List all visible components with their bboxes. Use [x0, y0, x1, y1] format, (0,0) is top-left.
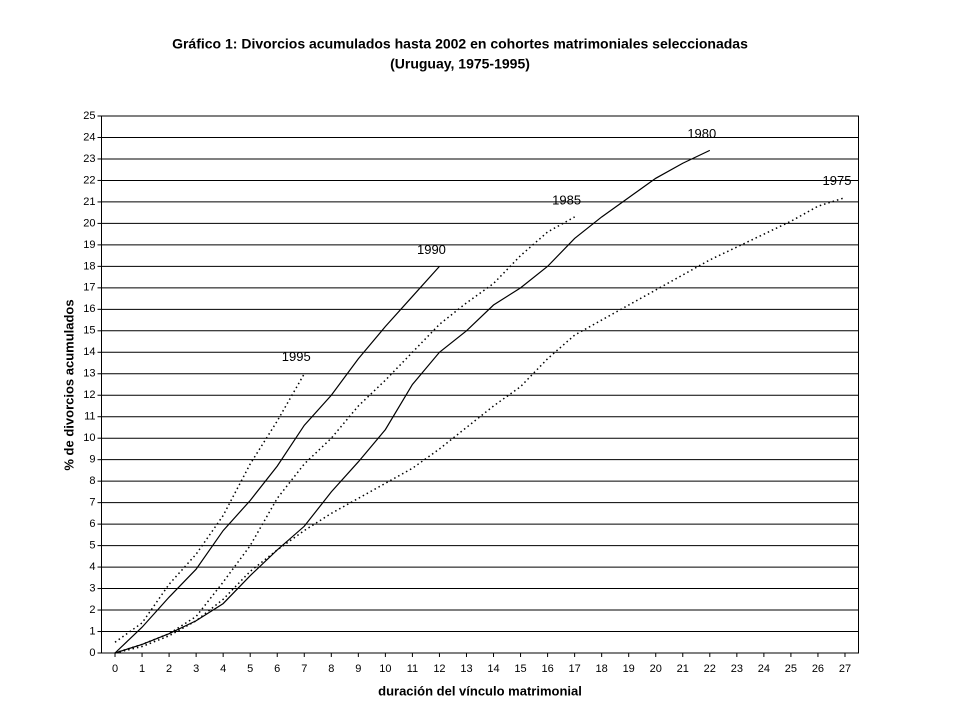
y-tick-label: 7 — [89, 497, 95, 509]
series-line — [114, 149, 711, 654]
y-tick-label: 11 — [84, 411, 95, 423]
series-line — [114, 373, 305, 643]
y-tick-label: 2 — [89, 604, 95, 616]
x-axis-title: duración del vínculo matrimonial — [378, 683, 582, 698]
x-tick-label: 13 — [460, 663, 472, 675]
y-tick-label: 24 — [83, 131, 95, 143]
plot-frame — [101, 115, 859, 654]
x-tick-label: 9 — [355, 663, 361, 675]
x-tick-label: 7 — [301, 663, 307, 675]
x-tick-label: 23 — [731, 663, 743, 675]
x-tick-label: 4 — [220, 663, 226, 675]
y-tick-label: 9 — [89, 454, 95, 466]
y-tick-label: 17 — [83, 282, 95, 294]
series-label: 1975 — [823, 173, 852, 188]
x-tick-label: 12 — [433, 663, 445, 675]
chart-subtitle: (Uruguay, 1975-1995) — [390, 56, 530, 72]
x-tick-label: 18 — [596, 663, 608, 675]
y-tick-label: 25 — [83, 110, 95, 122]
y-tick-label: 15 — [83, 325, 95, 337]
x-tick-label: 25 — [785, 663, 797, 675]
y-tick-label: 5 — [89, 540, 95, 552]
y-tick-label: 18 — [83, 260, 95, 272]
x-tick-label: 24 — [758, 663, 770, 675]
y-tick-label: 21 — [83, 196, 95, 208]
x-tick-label: 27 — [839, 663, 851, 675]
x-tick-label: 22 — [704, 663, 716, 675]
series-label: 1980 — [687, 126, 716, 141]
y-tick-label: 14 — [83, 346, 95, 358]
series-label: 1985 — [552, 192, 581, 207]
x-tick-label: 3 — [193, 663, 199, 675]
x-tick-label: 10 — [379, 663, 391, 675]
x-tick-label: 14 — [487, 663, 499, 675]
x-tick-label: 20 — [650, 663, 662, 675]
x-tick-label: 17 — [569, 663, 581, 675]
x-tick-label: 16 — [541, 663, 553, 675]
y-tick-label: 12 — [83, 389, 95, 401]
x-tick-label: 11 — [407, 663, 418, 675]
x-tick-label: 6 — [274, 663, 280, 675]
y-axis-title: % de divorcios acumulados — [61, 299, 76, 470]
y-tick-label: 10 — [83, 432, 95, 444]
series-label: 1990 — [417, 242, 446, 257]
y-tick-label: 13 — [83, 368, 95, 380]
x-tick-label: 5 — [247, 663, 253, 675]
y-tick-label: 19 — [83, 239, 95, 251]
y-tick-label: 8 — [89, 475, 95, 487]
series-label: 1995 — [282, 349, 311, 364]
x-tick-label: 21 — [677, 663, 689, 675]
x-tick-label: 19 — [623, 663, 635, 675]
y-tick-label: 22 — [83, 174, 95, 186]
series-line — [114, 216, 575, 654]
chart-title: Gráfico 1: Divorcios acumulados hasta 20… — [172, 36, 748, 52]
x-tick-label: 2 — [166, 663, 172, 675]
y-tick-label: 16 — [83, 303, 95, 315]
series-line — [114, 265, 440, 654]
y-tick-label: 6 — [89, 518, 95, 530]
y-tick-label: 4 — [89, 561, 95, 573]
x-tick-label: 15 — [514, 663, 526, 675]
y-tick-label: 20 — [83, 217, 95, 229]
y-tick-label: 3 — [89, 582, 95, 594]
series-line — [114, 196, 846, 654]
x-tick-label: 8 — [328, 663, 334, 675]
x-tick-label: 0 — [112, 663, 118, 675]
y-tick-label: 0 — [89, 647, 95, 659]
y-tick-label: 23 — [83, 153, 95, 165]
x-tick-label: 26 — [812, 663, 824, 675]
x-tick-label: 1 — [139, 663, 145, 675]
y-tick-label: 1 — [89, 625, 95, 637]
